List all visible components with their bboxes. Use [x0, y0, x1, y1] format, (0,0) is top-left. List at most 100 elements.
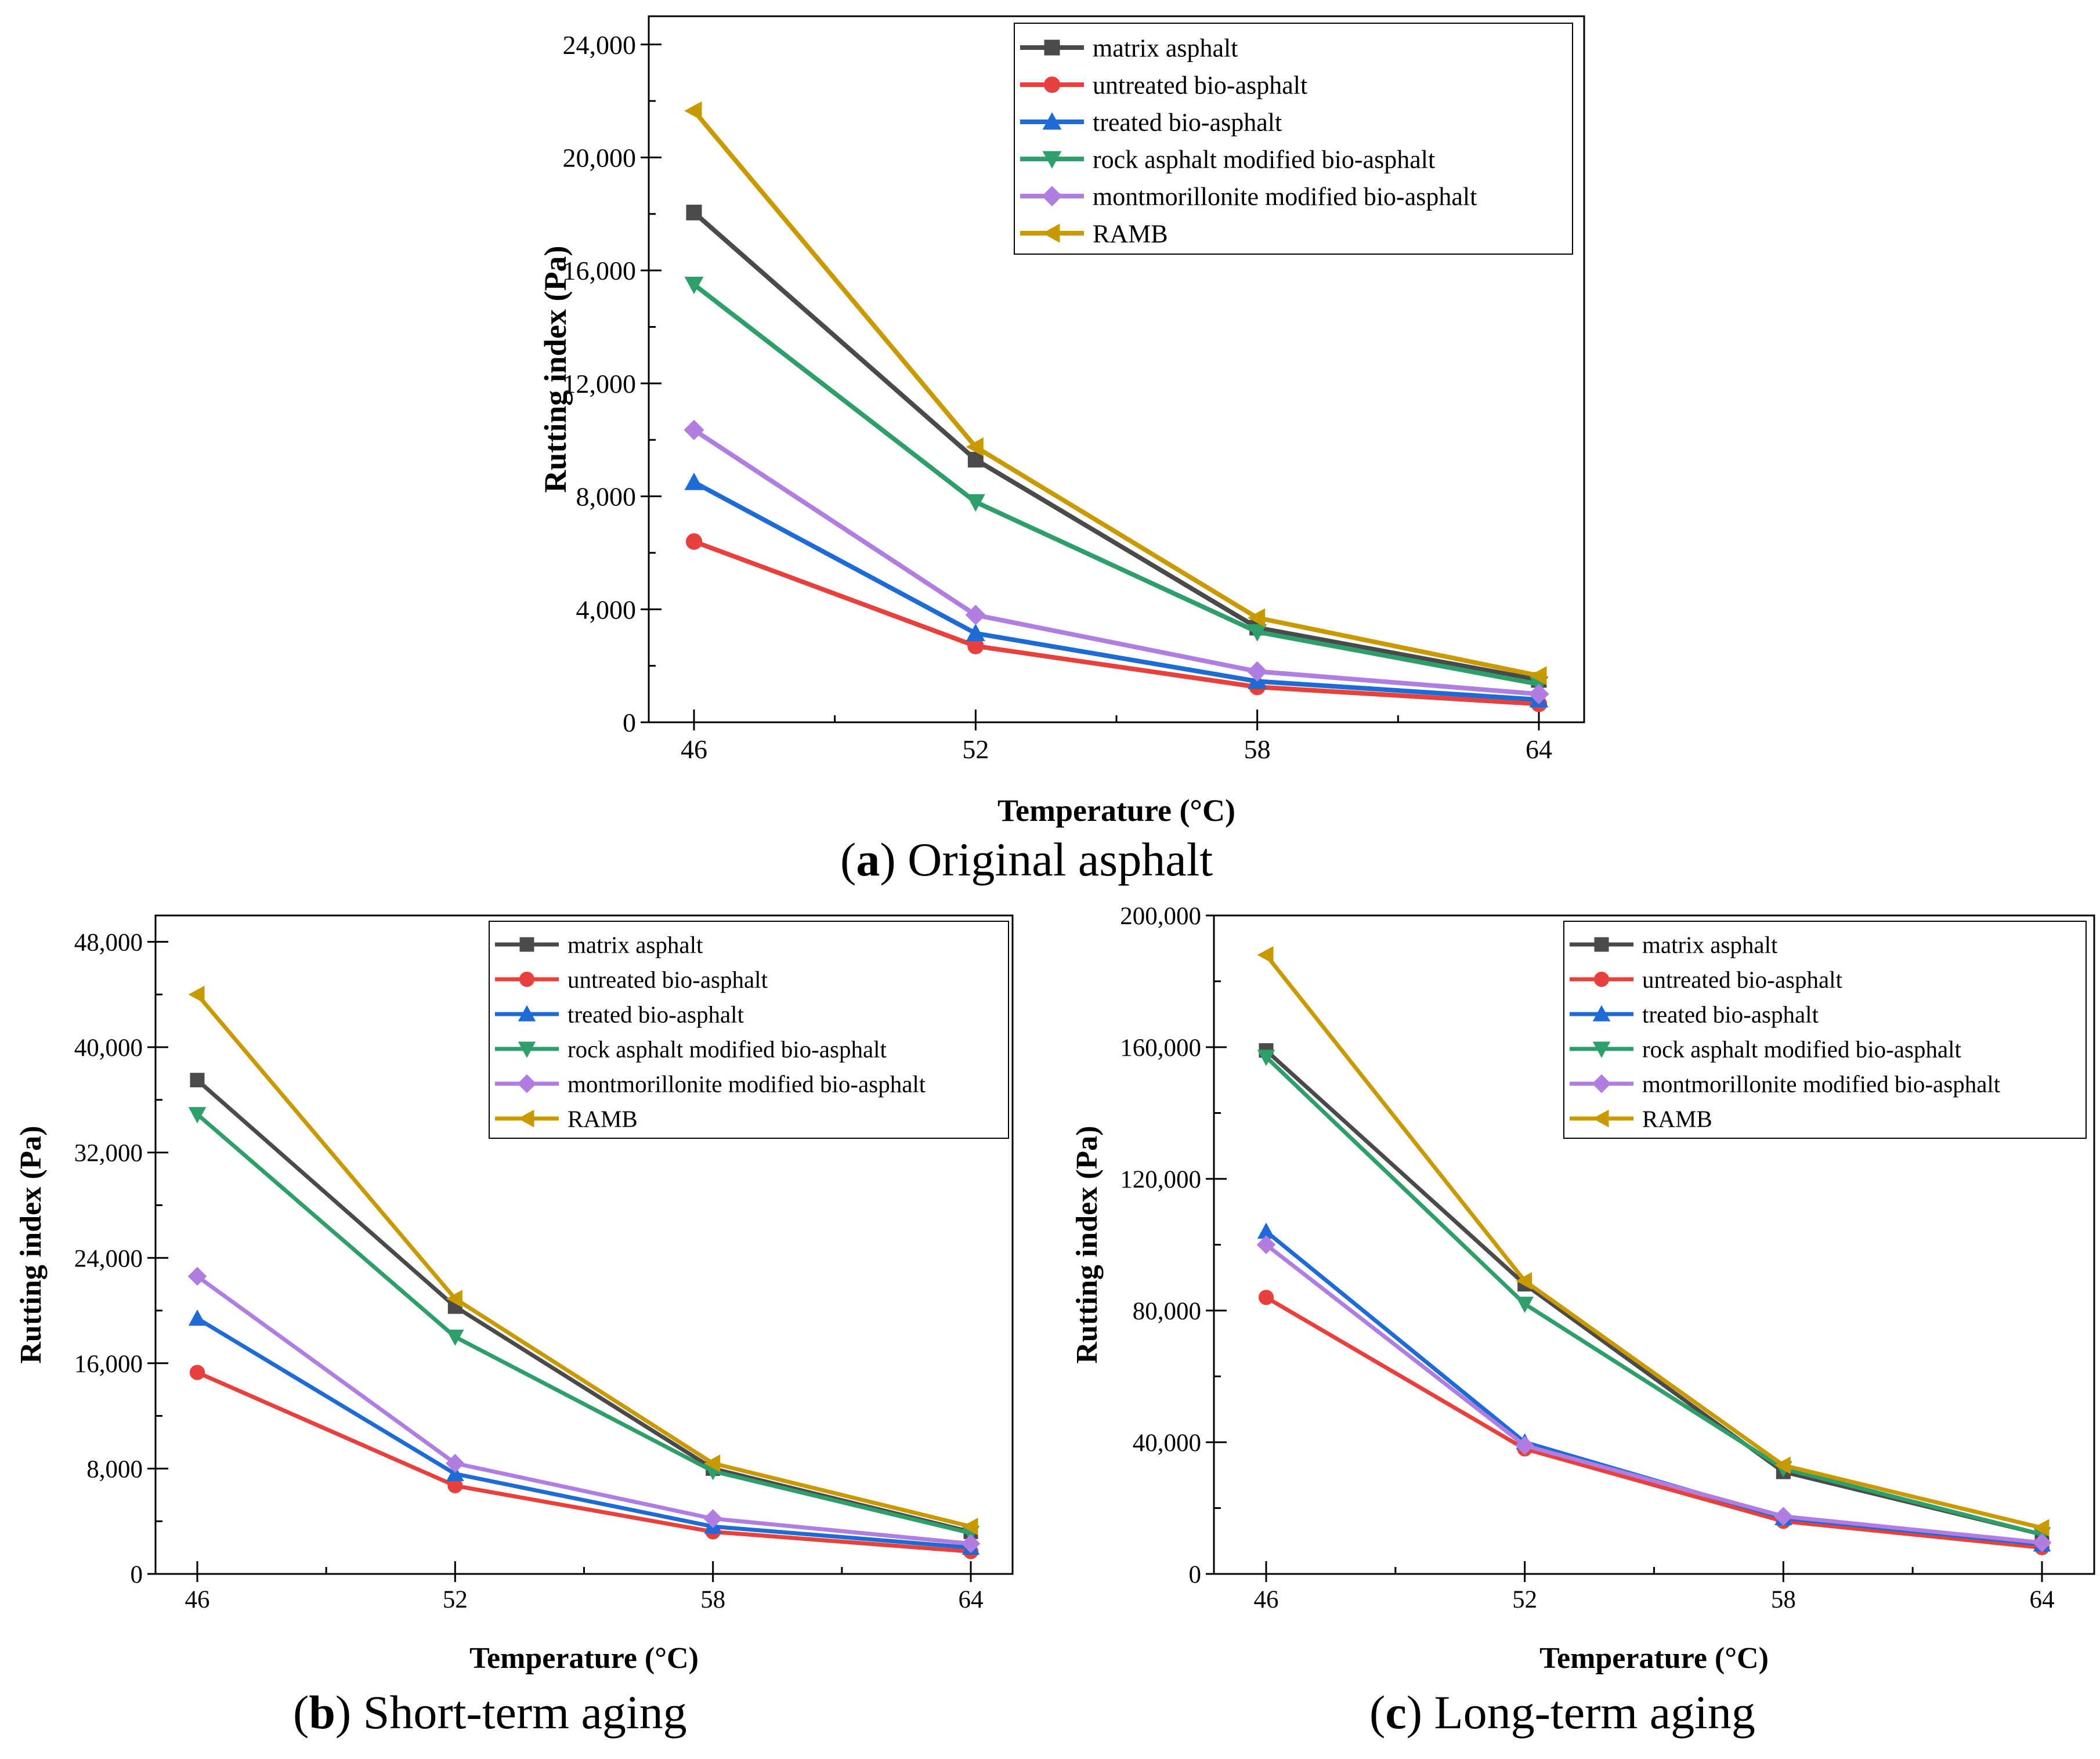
- data-point-ramb-a: [1529, 666, 1547, 686]
- y-tick-label-c: 0: [1189, 1561, 1202, 1588]
- data-point-ramb-b: [188, 985, 205, 1004]
- x-axis-title-b: Temperature (°C): [469, 1642, 699, 1675]
- x-tick-label-b: 52: [443, 1586, 468, 1613]
- y-tick-label-c: 200,000: [1120, 903, 1201, 930]
- data-point-montmorillonite-modified-bio-asphalt-a: [684, 419, 704, 440]
- x-axis-title-c: Temperature (°C): [1539, 1642, 1769, 1675]
- x-axis-title-a: Temperature (°C): [997, 793, 1235, 828]
- y-tick-label-a: 4,000: [576, 595, 637, 624]
- data-point-montmorillonite-modified-bio-asphalt-c: [1515, 1436, 1534, 1455]
- legend-marker-matrix-asphalt-a: [1044, 39, 1060, 56]
- data-point-ramb-b: [704, 1454, 721, 1472]
- y-tick-label-a: 16,000: [563, 256, 637, 285]
- legend-label-untreated-bio-asphalt-b: untreated bio-asphalt: [568, 966, 768, 993]
- legend-label-montmorillonite-modified-bio-asphalt-b: montmorillonite modified bio-asphalt: [568, 1070, 926, 1097]
- data-point-ramb-b: [962, 1518, 978, 1536]
- caption-b: (b) Short-term aging: [293, 1686, 687, 1739]
- chart-panel-b: 0 8,000 16,000 24,000 32,000 40,000 48,000 46 52…: [15, 914, 1014, 1675]
- legend-marker-treated-bio-asphalt-a: [1042, 112, 1062, 130]
- series-line-untreated-bio-asphalt-c: [1265, 1295, 2043, 1550]
- data-point-montmorillonite-modified-bio-asphalt-b: [187, 1266, 207, 1286]
- series-line-montmorillonite-modified-bio-asphalt-c: [1264, 1243, 2043, 1545]
- legend-box-c: [1563, 921, 2087, 1139]
- legend-marker-ramb-a: [1042, 223, 1060, 243]
- caption-c: (c) Long-term aging: [1369, 1686, 1755, 1739]
- series-line-montmorillonite-modified-bio-asphalt-b: [196, 1275, 971, 1546]
- x-tick-label-b: 58: [700, 1586, 725, 1613]
- data-point-ramb-c: [2033, 1519, 2050, 1537]
- legend-box-a: [1014, 23, 1573, 255]
- x-tick-label-a: 52: [962, 734, 989, 764]
- legend-label-montmorillonite-modified-bio-asphalt-c: montmorillonite modified bio-asphalt: [1642, 1070, 2001, 1097]
- x-tick-label-c: 64: [2030, 1586, 2055, 1613]
- y-tick-label-a: 20,000: [563, 143, 637, 173]
- caption-letter-a: a: [856, 833, 880, 886]
- data-point-rock-asphalt-modified-bio-asphalt-b: [446, 1329, 464, 1346]
- x-tick-label-c: 46: [1254, 1586, 1279, 1613]
- y-tick-label-b: 0: [131, 1561, 143, 1588]
- y-tick-label-c: 40,000: [1133, 1429, 1201, 1457]
- y-axis-title-a: Rutting index (Pa): [538, 245, 573, 493]
- y-tick-label-c: 120,000: [1120, 1166, 1201, 1193]
- legend-label-treated-bio-asphalt-b: treated bio-asphalt: [568, 1001, 744, 1027]
- legend-label-montmorillonite-modified-bio-asphalt-a: montmorillonite modified bio-asphalt: [1093, 182, 1477, 211]
- data-point-ramb-a: [684, 101, 702, 121]
- legend-label-matrix-asphalt-b: matrix asphalt: [568, 931, 703, 958]
- data-point-rock-asphalt-modified-bio-asphalt-a: [966, 494, 985, 512]
- chart-panel-a: 0 4,000 8,000 12,000 16,000 20,000 24,000 46 52 5…: [538, 15, 1585, 828]
- legend-marker-untreated-bio-asphalt-c: [1593, 971, 1610, 987]
- legend-marker-montmorillonite-modified-bio-asphalt-c: [1592, 1074, 1611, 1094]
- data-point-rock-asphalt-modified-bio-asphalt-a: [1248, 624, 1267, 642]
- series-line-matrix-asphalt-a: [692, 211, 1539, 682]
- y-tick-label-c: 160,000: [1120, 1034, 1201, 1062]
- data-point-ramb-a: [1248, 608, 1266, 628]
- data-point-montmorillonite-modified-bio-asphalt-b: [961, 1534, 981, 1554]
- series-line-untreated-bio-asphalt-b: [196, 1370, 971, 1554]
- legend-label-rock-asphalt-modified-bio-asphalt-b: rock asphalt modified bio-asphalt: [568, 1036, 887, 1062]
- legend-box-b: [489, 921, 1009, 1139]
- legend-marker-montmorillonite-modified-bio-asphalt-b: [517, 1074, 537, 1094]
- legend-marker-rock-asphalt-modified-bio-asphalt-b: [518, 1041, 536, 1058]
- x-tick-label-b: 64: [959, 1586, 984, 1613]
- legend-label-treated-bio-asphalt-c: treated bio-asphalt: [1642, 1001, 1819, 1027]
- data-point-treated-bio-asphalt-b: [188, 1309, 207, 1326]
- data-point-ramb-c: [1774, 1456, 1791, 1474]
- data-point-treated-bio-asphalt-a: [684, 472, 704, 490]
- caption-text-a: Original asphalt: [908, 833, 1213, 886]
- data-point-ramb-c: [1516, 1272, 1532, 1290]
- y-tick-label-b: 16,000: [74, 1351, 143, 1378]
- series-line-treated-bio-asphalt-b: [196, 1316, 971, 1550]
- x-tick-label-a: 58: [1244, 734, 1271, 764]
- data-point-matrix-asphalt-a: [686, 204, 702, 220]
- x-tick-label-a: 46: [681, 734, 707, 764]
- series-line-rock-asphalt-modified-bio-asphalt-b: [196, 1113, 971, 1536]
- series-line-rock-asphalt-modified-bio-asphalt-a: [692, 283, 1539, 687]
- data-point-montmorillonite-modified-bio-asphalt-a: [965, 605, 986, 625]
- data-point-montmorillonite-modified-bio-asphalt-b: [703, 1509, 722, 1528]
- series-line-ramb-b: [196, 993, 971, 1529]
- legend-label-matrix-asphalt-c: matrix asphalt: [1642, 931, 1778, 958]
- y-axis-title-b: Rutting index (Pa): [15, 1125, 48, 1363]
- data-point-montmorillonite-modified-bio-asphalt-c: [1774, 1507, 1793, 1526]
- legend-marker-rock-asphalt-modified-bio-asphalt-c: [1592, 1041, 1611, 1058]
- data-point-montmorillonite-modified-bio-asphalt-c: [1256, 1235, 1276, 1254]
- y-tick-label-c: 80,000: [1133, 1298, 1201, 1325]
- data-point-ramb-a: [966, 437, 984, 457]
- y-tick-label-a: 0: [623, 708, 636, 737]
- legend-label-treated-bio-asphalt-a: treated bio-asphalt: [1093, 108, 1282, 136]
- data-point-treated-bio-asphalt-b: [446, 1465, 464, 1481]
- data-point-rock-asphalt-modified-bio-asphalt-c: [1257, 1049, 1275, 1066]
- x-tick-label-c: 52: [1512, 1586, 1537, 1613]
- series-line-rock-asphalt-modified-bio-asphalt-c: [1264, 1055, 2043, 1537]
- x-tick-label-a: 64: [1526, 734, 1552, 764]
- y-tick-label-a: 12,000: [563, 369, 637, 399]
- data-point-rock-asphalt-modified-bio-asphalt-a: [684, 276, 704, 295]
- legend-marker-treated-bio-asphalt-b: [518, 1005, 536, 1022]
- y-tick-label-a: 8,000: [576, 482, 637, 512]
- legend-marker-untreated-bio-asphalt-b: [519, 971, 535, 987]
- legend-label-ramb-b: RAMB: [568, 1105, 638, 1132]
- caption-letter-b: b: [309, 1686, 335, 1739]
- data-point-treated-bio-asphalt-a: [966, 624, 985, 642]
- data-point-ramb-c: [1257, 946, 1274, 964]
